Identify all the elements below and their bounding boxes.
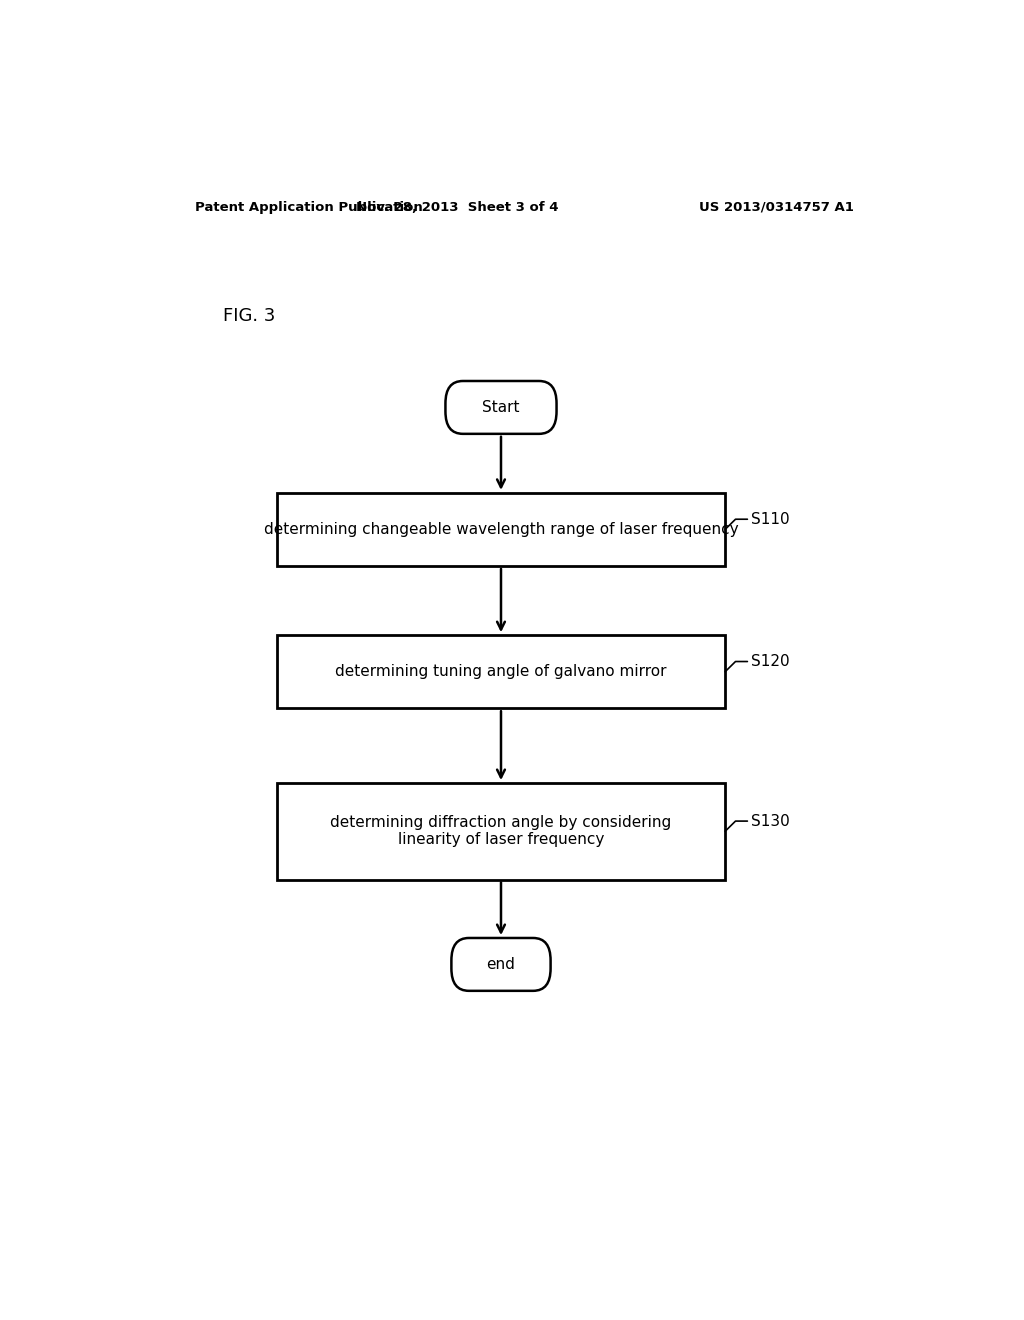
- Text: Start: Start: [482, 400, 520, 414]
- Text: Nov. 28, 2013  Sheet 3 of 4: Nov. 28, 2013 Sheet 3 of 4: [356, 201, 559, 214]
- FancyBboxPatch shape: [445, 381, 557, 434]
- FancyBboxPatch shape: [276, 635, 725, 709]
- FancyBboxPatch shape: [276, 783, 725, 879]
- Text: US 2013/0314757 A1: US 2013/0314757 A1: [699, 201, 854, 214]
- Text: S120: S120: [752, 653, 790, 669]
- Text: S110: S110: [752, 512, 790, 527]
- Text: Patent Application Publication: Patent Application Publication: [196, 201, 423, 214]
- Text: determining diffraction angle by considering
linearity of laser frequency: determining diffraction angle by conside…: [331, 814, 672, 847]
- Text: determining changeable wavelength range of laser frequency: determining changeable wavelength range …: [263, 521, 738, 537]
- FancyBboxPatch shape: [452, 939, 551, 991]
- Text: FIG. 3: FIG. 3: [223, 308, 275, 325]
- FancyBboxPatch shape: [276, 492, 725, 566]
- Text: S130: S130: [752, 813, 791, 829]
- Text: end: end: [486, 957, 515, 972]
- Text: determining tuning angle of galvano mirror: determining tuning angle of galvano mirr…: [335, 664, 667, 680]
